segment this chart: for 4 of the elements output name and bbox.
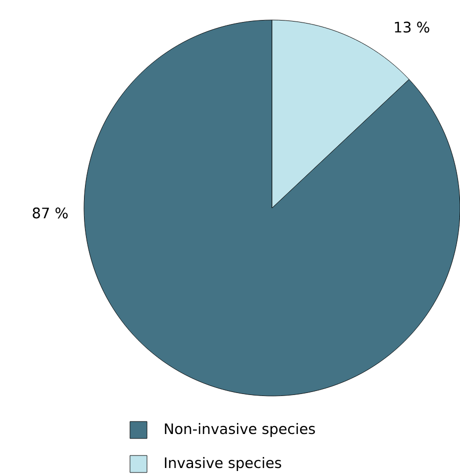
legend-label: Invasive species xyxy=(164,456,282,471)
data-label: 13 % xyxy=(394,22,430,33)
legend-label: Non-invasive species xyxy=(164,423,315,437)
data-label: 87 % xyxy=(32,208,68,218)
